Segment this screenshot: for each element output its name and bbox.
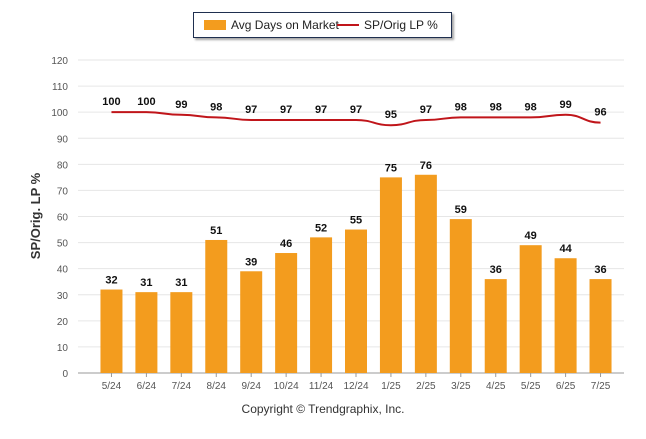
legend-line-label: SP/Orig LP % (364, 18, 438, 32)
x-tick-label: 5/24 (102, 381, 122, 392)
line-value-label: 98 (210, 101, 222, 113)
y-tick-label: 10 (57, 343, 69, 354)
bar (170, 292, 193, 373)
y-tick-label: 100 (51, 108, 68, 119)
line-value-label: 98 (490, 101, 502, 113)
bar (345, 229, 367, 373)
legend-item-bar: Avg Days on Market (204, 13, 339, 37)
legend-bar-label: Avg Days on Market (231, 18, 339, 32)
x-tick-label: 12/24 (343, 381, 368, 392)
bar (589, 279, 612, 373)
x-tick-label: 10/24 (274, 381, 299, 392)
bar-value-label: 46 (280, 238, 292, 250)
x-tick-label: 7/25 (591, 381, 611, 392)
legend-line-swatch (337, 24, 359, 26)
bar (135, 292, 158, 373)
y-tick-label: 60 (57, 213, 69, 224)
line-value-label: 97 (245, 104, 257, 116)
x-tick-label: 6/24 (137, 381, 157, 392)
bar (310, 237, 333, 373)
x-tick-label: 9/24 (241, 381, 261, 392)
y-tick-label: 40 (57, 265, 69, 276)
legend-item-line: SP/Orig LP % (337, 13, 438, 37)
bar-value-label: 52 (315, 222, 327, 234)
y-axis-title: SP/Orig. LP % (28, 172, 43, 259)
bar (449, 219, 472, 373)
x-tick-label: 11/24 (309, 381, 334, 392)
x-tick-label: 4/25 (486, 381, 506, 392)
y-tick-label: 80 (57, 160, 69, 171)
bar (275, 253, 298, 373)
data-labels: 32 31 31 51 39 46 52 55 75 76 59 36 49 44 36 100 100 99 98… (102, 96, 606, 289)
bar (484, 279, 507, 373)
bar (100, 289, 123, 373)
bar-value-label: 59 (455, 204, 467, 216)
copyright-text: Copyright © Trendgraphix, Inc. (241, 402, 405, 416)
bar-value-label: 31 (175, 277, 187, 289)
bar (240, 271, 263, 373)
legend: Avg Days on Market SP/Orig LP % (193, 12, 452, 38)
line-value-label: 100 (102, 96, 120, 108)
y-tick-label: 110 (52, 82, 68, 93)
bar-value-label: 36 (490, 264, 502, 276)
bar-value-label: 55 (350, 215, 362, 227)
line-value-label: 95 (385, 109, 397, 121)
x-tick-label: 3/25 (451, 381, 471, 392)
bar (519, 245, 542, 373)
line-series (111, 111, 601, 127)
y-tick-label: 20 (57, 317, 69, 328)
bar (379, 177, 402, 373)
x-tick-label: 6/25 (556, 381, 576, 392)
bar-value-label: 44 (559, 243, 572, 255)
x-tick-label: 1/25 (381, 381, 401, 392)
legend-bar-swatch (204, 20, 226, 30)
bar-series (100, 174, 612, 373)
y-tick-label: 120 (51, 56, 68, 67)
bar (554, 258, 577, 373)
y-tick-label: 70 (57, 186, 69, 197)
bar-value-label: 51 (210, 225, 222, 237)
x-tick-label: 8/24 (207, 381, 227, 392)
line-value-label: 98 (525, 101, 537, 113)
line-value-label: 97 (280, 104, 292, 116)
series-line (111, 111, 601, 127)
bar-value-label: 75 (385, 162, 397, 174)
bar-value-label: 36 (594, 264, 606, 276)
line-value-label: 97 (350, 104, 362, 116)
bar-value-label: 32 (105, 275, 117, 287)
bar (414, 174, 437, 373)
line-value-label: 98 (455, 101, 467, 113)
y-tick-label: 50 (57, 239, 69, 250)
y-tick-label: 0 (62, 369, 68, 380)
y-tick-label: 90 (57, 134, 69, 145)
y-tick-label: 30 (57, 291, 69, 302)
line-value-label: 97 (420, 104, 432, 116)
line-value-label: 99 (559, 99, 571, 111)
line-value-label: 99 (175, 99, 187, 111)
bar (205, 239, 228, 373)
line-value-label: 96 (594, 107, 606, 119)
bar-value-label: 49 (525, 230, 537, 242)
bar-value-label: 39 (245, 256, 257, 268)
x-tick-label: 2/25 (416, 381, 436, 392)
bar-value-label: 76 (420, 160, 432, 172)
line-value-label: 100 (137, 96, 155, 108)
line-value-label: 97 (315, 104, 327, 116)
x-tick-label: 5/25 (521, 381, 541, 392)
x-tick-label: 7/24 (172, 381, 192, 392)
bar-value-label: 31 (140, 277, 152, 289)
